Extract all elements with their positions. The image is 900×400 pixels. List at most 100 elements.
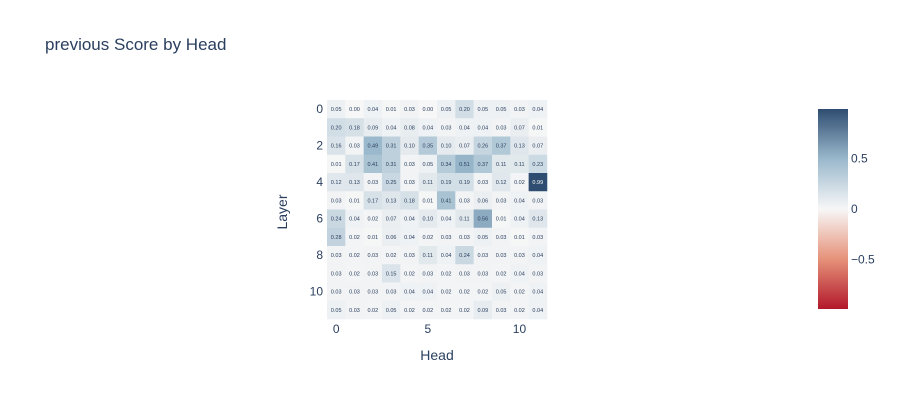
- cell-value-label: 0.13: [532, 217, 543, 223]
- cell-value-label: 0.03: [331, 198, 342, 204]
- cell-value-label: 0.09: [367, 125, 378, 131]
- heatmap-cell: [510, 209, 529, 229]
- heatmap-cell: [510, 154, 529, 174]
- cell-value-label: 0.03: [349, 290, 360, 296]
- cell-value-label: 0.04: [386, 125, 397, 131]
- heatmap-cell: [345, 300, 364, 320]
- cell-value-label: 0.02: [422, 235, 433, 241]
- heatmap-cell: [363, 300, 383, 320]
- heatmap-cell: [436, 173, 456, 192]
- heatmap-cell: [436, 282, 456, 302]
- cell-value-label: 0.02: [386, 253, 397, 259]
- heatmap-cell: [510, 118, 529, 137]
- cell-value-label: 0.03: [532, 198, 543, 204]
- cell-value-label: 0.02: [404, 271, 415, 277]
- cell-value-label: 0.02: [422, 308, 433, 314]
- cell-value-label: 0.04: [404, 217, 415, 223]
- cell-value-label: 0.04: [532, 308, 543, 314]
- cell-value-label: 0.04: [532, 290, 543, 296]
- cell-value-label: 0.16: [331, 144, 342, 150]
- cell-value-label: 0.03: [477, 180, 488, 186]
- heatmap-cell: [418, 209, 438, 229]
- cell-value-label: 0.03: [496, 125, 507, 131]
- cell-value-label: 0.02: [496, 271, 507, 277]
- cell-value-label: 0.02: [514, 180, 525, 186]
- heatmap-cell: [363, 209, 383, 229]
- heatmap-cell: [436, 154, 456, 174]
- heatmap-cell: [491, 246, 511, 265]
- heatmap-cell: [436, 136, 456, 156]
- heatmap-cell: [473, 300, 493, 320]
- cell-value-label: 0.01: [422, 198, 433, 204]
- heatmap-cell: [473, 136, 493, 156]
- y-tick-label: 4: [316, 175, 323, 189]
- cell-value-label: 0.03: [496, 198, 507, 204]
- heatmap-cell: [400, 191, 419, 210]
- heatmap-cell: [436, 264, 456, 283]
- heatmap-cell: [510, 191, 529, 210]
- cell-value-label: 0.03: [496, 253, 507, 259]
- cell-value-label: 0.17: [349, 162, 360, 168]
- cell-value-label: 0.05: [477, 235, 488, 241]
- heatmap-cell: [345, 191, 364, 210]
- cell-value-label: 0.04: [404, 290, 415, 296]
- cell-value-label: 0.31: [386, 144, 397, 150]
- cell-value-label: 0.10: [422, 217, 433, 223]
- x-tick-label: 10: [513, 322, 527, 336]
- heatmap-cell: [510, 246, 529, 265]
- colorbar-tick-label: 0: [851, 202, 858, 216]
- cell-value-label: 0.03: [532, 271, 543, 277]
- x-axis-ticks: 0 5 10: [333, 322, 527, 336]
- y-tick-label: 2: [316, 139, 323, 153]
- heatmap-cell: [473, 209, 493, 229]
- heatmap-cell: [327, 154, 346, 174]
- cell-value-label: 0.12: [331, 180, 342, 186]
- heatmap-cell: [400, 300, 419, 320]
- heatmap-cell: [491, 154, 511, 174]
- heatmap-cell: [327, 246, 346, 265]
- heatmap-cell: [455, 191, 474, 210]
- x-axis-title: Head: [420, 347, 453, 363]
- heatmap-cell: [363, 191, 383, 210]
- cell-value-label: 0.02: [477, 290, 488, 296]
- cell-value-label: 0.09: [477, 308, 488, 314]
- heatmap-cell: [327, 191, 346, 210]
- heatmap-cell: [345, 136, 364, 156]
- cell-value-label: 0.02: [459, 308, 470, 314]
- heatmap-cell: [363, 227, 383, 247]
- cell-value-label: 0.03: [477, 271, 488, 277]
- cell-value-label: 0.04: [349, 217, 360, 223]
- heatmap-cell: [381, 264, 401, 283]
- heatmap-cell: [400, 118, 419, 137]
- cell-value-label: 0.12: [496, 180, 507, 186]
- cell-value-label: 0.34: [441, 162, 452, 168]
- y-tick-label: 6: [316, 212, 323, 226]
- colorbar-gradient: [818, 109, 848, 309]
- cell-value-label: 0.11: [423, 180, 433, 186]
- cell-value-label: 0.11: [459, 217, 469, 223]
- heatmap-cell: [418, 227, 438, 247]
- cell-value-label: 0.56: [477, 217, 488, 223]
- cell-value-label: 0.02: [459, 290, 470, 296]
- heatmap-cell: [381, 154, 401, 174]
- cell-value-label: 0.20: [331, 125, 342, 131]
- cell-value-label: 0.04: [459, 125, 470, 131]
- cell-value-label: 0.49: [367, 144, 378, 150]
- chart-title: previous Score by Head: [45, 35, 226, 54]
- heatmap-cells: 0.05 0.00 0.04 0.01 0.03 0.00 0.05 0.20 0.05 0.05…: [327, 100, 548, 320]
- cell-value-label: 0.02: [404, 308, 415, 314]
- cell-value-label: 0.24: [459, 253, 470, 259]
- heatmap-cell: [363, 282, 383, 302]
- heatmap-cell: [381, 246, 401, 265]
- cell-value-label: 0.13: [386, 198, 397, 204]
- heatmap-cell: [363, 264, 383, 283]
- heatmap-cell: [327, 282, 346, 302]
- cell-value-label: 0.28: [331, 235, 342, 241]
- heatmap-cell: [400, 173, 419, 192]
- cell-value-label: 0.03: [404, 107, 415, 113]
- x-tick-label: 0: [333, 322, 340, 336]
- heatmap-cell: [491, 282, 511, 302]
- heatmap-cell: [400, 154, 419, 174]
- heatmap-cell: [345, 282, 364, 302]
- heatmap-cell: [510, 300, 529, 320]
